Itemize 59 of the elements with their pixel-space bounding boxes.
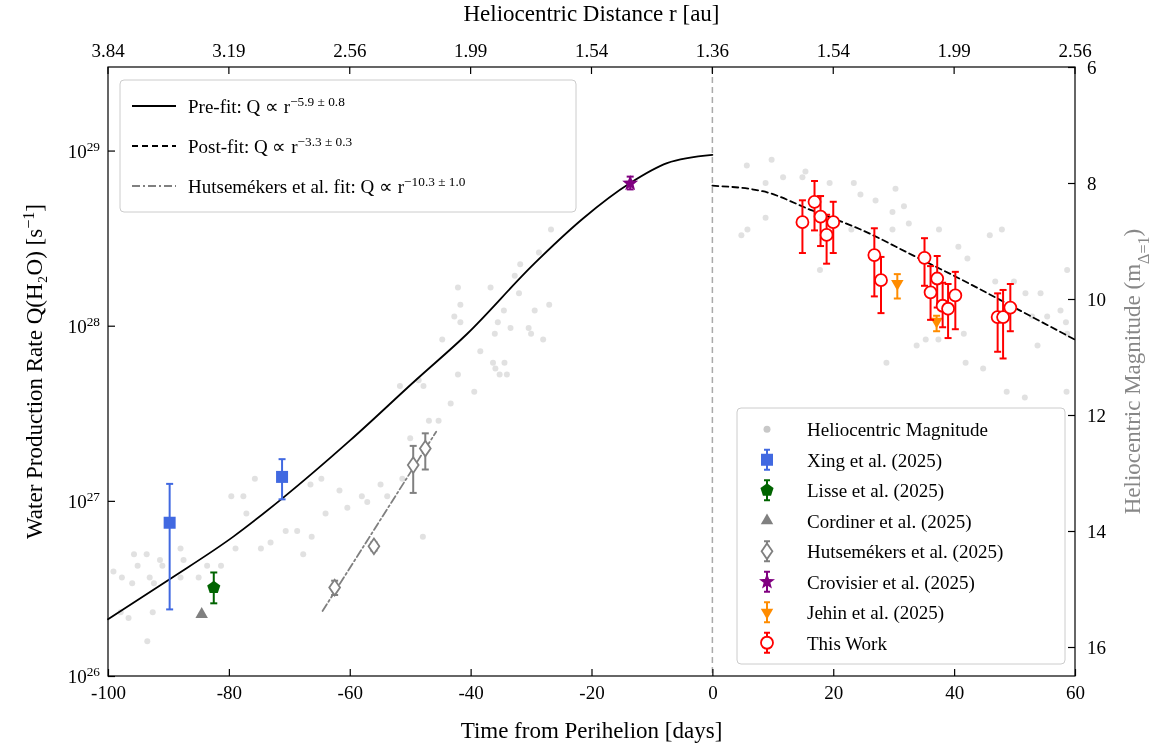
x-tick-label: 60: [1066, 682, 1085, 704]
legend-label: Pre-fit: Q ∝ r$^{−5.9 ± 0.8}$: [188, 93, 346, 117]
legend-label: Xing et al. (2025): [807, 449, 943, 472]
point: [795, 215, 810, 230]
point: [996, 310, 1010, 324]
point: [807, 194, 822, 209]
legend-label: Jehin et al. (2025): [807, 602, 945, 625]
text: 1.99: [937, 40, 971, 61]
legend-label: Cordiner et al. (2025): [807, 510, 972, 533]
text: 3.19: [212, 40, 246, 61]
y2-tick-label: 14: [1087, 520, 1107, 542]
text: 2.56: [333, 40, 367, 61]
point: [826, 215, 841, 230]
point: [930, 271, 945, 286]
legend-label: Hutsemékers et al. fit: Q ∝ r$^{−10.3 ± 1.0}$: [188, 173, 466, 197]
legend-label: Post-fit: Q ∝ r$^{−3.3 ± 0.3}$: [188, 133, 353, 157]
x-tick-label: 20: [824, 682, 844, 704]
y-tick-label: 10$^{27}$: [67, 488, 101, 512]
y2-tick-label: 16: [1087, 636, 1106, 658]
x-tick-label: -20: [579, 682, 605, 704]
legend-label: Crovisier et al. (2025): [807, 571, 975, 594]
x-tick-label: 0: [708, 682, 718, 704]
text: 1.99: [454, 40, 488, 61]
point: [941, 301, 955, 316]
point: [1003, 300, 1018, 315]
legend-label: Hutsemékers et al. (2025): [807, 541, 1004, 564]
point: [917, 250, 932, 265]
point: [813, 209, 828, 224]
point: [163, 516, 176, 529]
y-tick-label: 10$^{28}$: [67, 313, 101, 337]
point: [195, 607, 208, 618]
x-tick-label: -40: [458, 682, 484, 704]
point: [948, 288, 963, 303]
text: 1.54: [574, 40, 609, 61]
x-axis-title: Time from Perihelion [days]: [460, 718, 723, 743]
point: [819, 228, 834, 242]
y2-tick-label: 10: [1087, 288, 1106, 310]
legend-label: Heliocentric Magnitude: [807, 419, 988, 441]
x-tick-label: 40: [945, 682, 965, 704]
text: 1.36: [695, 40, 729, 61]
x-tick-label: -60: [337, 682, 363, 704]
point: [276, 470, 289, 483]
text: 1.54: [816, 40, 851, 61]
legend-label: Lisse et al. (2025): [807, 480, 945, 503]
point: [207, 580, 221, 594]
point: [867, 248, 882, 262]
point: [923, 285, 938, 300]
y2-tick-label: 12: [1087, 404, 1106, 426]
y2-tick-label: 8: [1087, 172, 1097, 194]
point: [874, 273, 888, 288]
point: [622, 174, 639, 191]
point: [891, 279, 904, 291]
point: [367, 537, 381, 556]
legend-label: This Work: [807, 632, 888, 654]
text: 3.84: [91, 40, 126, 61]
x-tick-label: -80: [216, 682, 243, 704]
x2-axis-title: Heliocentric Distance r [au]: [463, 1, 720, 26]
point: [406, 456, 420, 474]
y-tick-label: 10$^{29}$: [67, 138, 101, 162]
